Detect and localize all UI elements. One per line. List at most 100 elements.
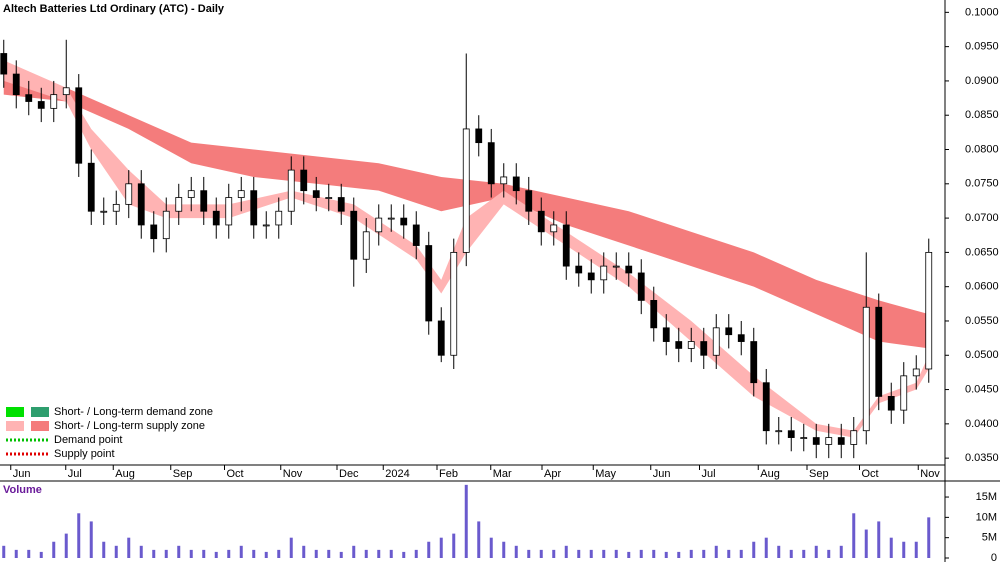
x-tick-label: May xyxy=(595,468,616,480)
candle-body xyxy=(275,210,283,226)
candle-body xyxy=(600,265,608,281)
volume-bar xyxy=(139,545,143,558)
candle-body xyxy=(125,183,133,205)
volume-bar xyxy=(677,551,681,558)
candle-body xyxy=(512,176,520,192)
volume-bar xyxy=(877,521,881,558)
candle-body xyxy=(0,53,8,75)
x-tick-label: Jul xyxy=(702,468,716,480)
volume-bar xyxy=(214,551,218,558)
candle-body xyxy=(562,224,570,267)
candle-body xyxy=(162,210,170,240)
candle-body xyxy=(887,396,895,411)
volume-bar xyxy=(202,549,206,558)
x-tick-label: Sep xyxy=(173,468,193,480)
y-tick-label: 0.0900 xyxy=(965,75,999,87)
candle-body xyxy=(62,87,70,96)
legend-label: Short- / Long-term supply zone xyxy=(54,420,205,432)
candle-body xyxy=(637,272,645,301)
x-tick-label: Oct xyxy=(862,468,879,480)
volume-bar xyxy=(527,549,531,558)
candle-body xyxy=(462,128,470,253)
x-tick-label: Jun xyxy=(653,468,671,480)
candle-body xyxy=(587,272,595,281)
volume-bar xyxy=(902,541,906,558)
candle-body xyxy=(837,437,845,445)
y-tick-label: 0.0650 xyxy=(965,246,999,258)
volume-bar xyxy=(227,549,231,558)
candle-body xyxy=(812,437,820,445)
x-tick-label: Dec xyxy=(339,468,359,480)
x-tick-label: Aug xyxy=(760,468,780,480)
candle-body xyxy=(725,327,733,336)
volume-bar xyxy=(302,545,306,558)
volume-bar xyxy=(464,484,468,558)
candle-body xyxy=(625,265,633,274)
volume-bar xyxy=(627,551,631,558)
y-tick-label: 0.0600 xyxy=(965,281,999,293)
candle-body xyxy=(862,306,870,432)
candle-body xyxy=(237,190,245,198)
y-tick-label: 0.0850 xyxy=(965,109,999,121)
volume-bar xyxy=(152,549,156,558)
vol-tick-label: 0 xyxy=(991,552,997,562)
candle-body xyxy=(925,251,933,370)
candle-body xyxy=(525,190,533,212)
volume-bar xyxy=(377,549,381,558)
volume-bar xyxy=(64,533,68,558)
volume-bar xyxy=(764,537,768,558)
candle-body xyxy=(325,197,333,199)
volume-bar xyxy=(514,545,518,558)
candle-body xyxy=(575,265,583,274)
volume-bar xyxy=(439,537,443,558)
y-tick-label: 0.0700 xyxy=(965,212,999,224)
candle-body xyxy=(825,437,833,445)
candle-body xyxy=(687,341,695,349)
volume-bar xyxy=(314,549,318,558)
volume-bar xyxy=(477,521,481,558)
vol-tick-label: 15M xyxy=(976,491,997,503)
candle-body xyxy=(137,183,145,226)
legend-swatch xyxy=(31,421,49,431)
vol-tick-label: 10M xyxy=(976,511,997,523)
legend-label: Supply point xyxy=(54,448,115,460)
volume-bar xyxy=(564,545,568,558)
legend-swatch xyxy=(31,407,49,417)
volume-bar xyxy=(89,521,93,558)
y-tick-label: 0.0500 xyxy=(965,349,999,361)
volume-bar xyxy=(689,549,693,558)
volume-bar xyxy=(777,545,781,558)
candle-body xyxy=(412,224,420,246)
volume-bar xyxy=(664,551,668,558)
volume-bar xyxy=(914,541,918,558)
volume-bar xyxy=(177,545,181,558)
chart-title: Altech Batteries Ltd Ordinary (ATC) - Da… xyxy=(3,3,225,15)
candle-body xyxy=(675,341,683,349)
legend-swatch xyxy=(6,407,24,417)
volume-bar xyxy=(602,549,606,558)
volume-bar xyxy=(614,549,618,558)
candle-body xyxy=(487,142,495,185)
candle-body xyxy=(662,327,670,342)
volume-bar xyxy=(727,549,731,558)
candle-body xyxy=(875,306,883,397)
legend-swatch xyxy=(6,421,24,431)
candle-body xyxy=(775,430,783,433)
volume-bar xyxy=(502,541,506,558)
x-tick-label: Apr xyxy=(544,468,561,480)
volume-bar xyxy=(402,551,406,558)
candle-body xyxy=(800,437,808,439)
x-tick-label: Jul xyxy=(68,468,82,480)
candle-body xyxy=(75,87,83,164)
candle-body xyxy=(912,368,920,377)
candle-body xyxy=(50,94,58,109)
ma-band xyxy=(3,80,929,349)
x-tick-label: Oct xyxy=(227,468,244,480)
candle-body xyxy=(175,197,183,212)
candle-body xyxy=(37,101,45,109)
volume-bar xyxy=(802,549,806,558)
volume-bar xyxy=(889,537,893,558)
volume-bar xyxy=(327,549,331,558)
volume-bar xyxy=(739,549,743,558)
